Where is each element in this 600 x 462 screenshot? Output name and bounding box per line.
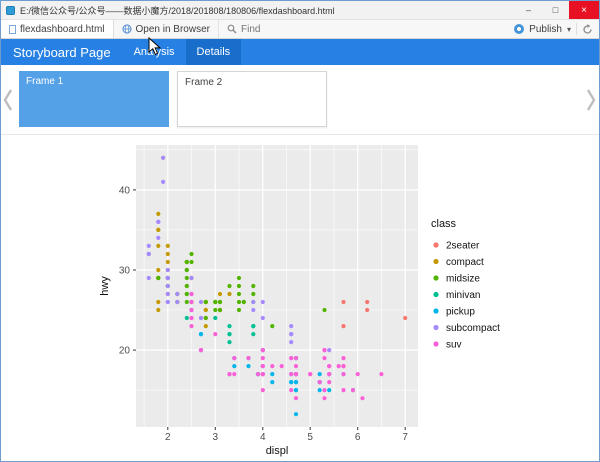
svg-text:compact: compact bbox=[446, 257, 484, 268]
tab-details[interactable]: Details bbox=[185, 39, 242, 65]
svg-text:suv: suv bbox=[446, 340, 462, 351]
svg-text:2seater: 2seater bbox=[446, 241, 480, 252]
close-button[interactable]: × bbox=[569, 1, 599, 19]
svg-text:2: 2 bbox=[165, 432, 171, 443]
open-in-browser-label: Open in Browser bbox=[135, 23, 210, 35]
svg-text:3: 3 bbox=[213, 432, 219, 443]
next-frame-chevron-icon[interactable] bbox=[586, 88, 596, 112]
svg-text:hwy: hwy bbox=[99, 276, 111, 296]
svg-text:40: 40 bbox=[119, 185, 131, 196]
storyboard-strip: Frame 1 Frame 2 bbox=[1, 65, 599, 135]
html-file-icon bbox=[6, 5, 15, 15]
frame-label: Frame 1 bbox=[26, 76, 64, 87]
open-in-browser-button[interactable]: Open in Browser bbox=[114, 20, 219, 38]
svg-text:30: 30 bbox=[119, 266, 131, 277]
navbar-brand[interactable]: Storyboard Page bbox=[13, 44, 111, 60]
toolbar-divider bbox=[576, 23, 577, 35]
svg-text:6: 6 bbox=[355, 432, 361, 443]
maximize-button[interactable]: □ bbox=[552, 5, 559, 15]
document-icon bbox=[9, 24, 16, 34]
refresh-icon[interactable] bbox=[582, 23, 593, 35]
window-title: E:/微信公众号/公众号——数据小魔方/2018/201808/180806/f… bbox=[20, 5, 335, 16]
toolbar-right-group: Publish ▾ bbox=[514, 23, 599, 35]
svg-text:20: 20 bbox=[119, 346, 131, 357]
file-tab[interactable]: flexdashboard.html bbox=[1, 20, 114, 38]
dashboard-content: 2 3 4 5 6 7 20 30 40 displ hwy class 2seater compact m… bbox=[1, 135, 599, 461]
svg-text:4: 4 bbox=[260, 432, 266, 443]
tab-analysis[interactable]: Analysis bbox=[133, 46, 175, 58]
search-icon bbox=[227, 24, 237, 34]
file-tab-label: flexdashboard.html bbox=[20, 23, 105, 35]
svg-text:5: 5 bbox=[307, 432, 313, 443]
publish-icon bbox=[514, 24, 525, 34]
svg-text:subcompact: subcompact bbox=[446, 323, 500, 334]
svg-text:minivan: minivan bbox=[446, 290, 480, 301]
prev-frame-chevron-icon[interactable] bbox=[3, 88, 13, 112]
svg-text:class: class bbox=[431, 218, 457, 230]
find-box[interactable] bbox=[219, 23, 309, 35]
svg-text:pickup: pickup bbox=[446, 307, 475, 318]
window-titlebar[interactable]: E:/微信公众号/公众号——数据小魔方/2018/201808/180806/f… bbox=[1, 1, 599, 19]
minimize-button[interactable]: – bbox=[525, 5, 531, 15]
svg-text:midsize: midsize bbox=[446, 274, 480, 285]
publish-button[interactable]: Publish bbox=[529, 23, 562, 35]
storyboard-frame-1[interactable]: Frame 1 bbox=[19, 71, 169, 127]
caret-down-icon[interactable]: ▾ bbox=[566, 24, 571, 34]
browser-globe-icon bbox=[121, 24, 132, 34]
svg-text:displ: displ bbox=[266, 445, 289, 457]
storyboard-frame-2[interactable]: Frame 2 bbox=[177, 71, 327, 127]
find-input[interactable] bbox=[240, 23, 301, 35]
svg-text:7: 7 bbox=[402, 432, 408, 443]
frame-label: Frame 2 bbox=[185, 77, 223, 88]
viewer-toolbar: flexdashboard.html Open in Browser Publi… bbox=[1, 19, 599, 39]
window-controls: – □ × bbox=[515, 1, 599, 19]
navbar: Storyboard Page Analysis Details bbox=[1, 39, 599, 65]
scatter-plot: 2 3 4 5 6 7 20 30 40 displ hwy class 2seater compact m… bbox=[1, 135, 599, 461]
